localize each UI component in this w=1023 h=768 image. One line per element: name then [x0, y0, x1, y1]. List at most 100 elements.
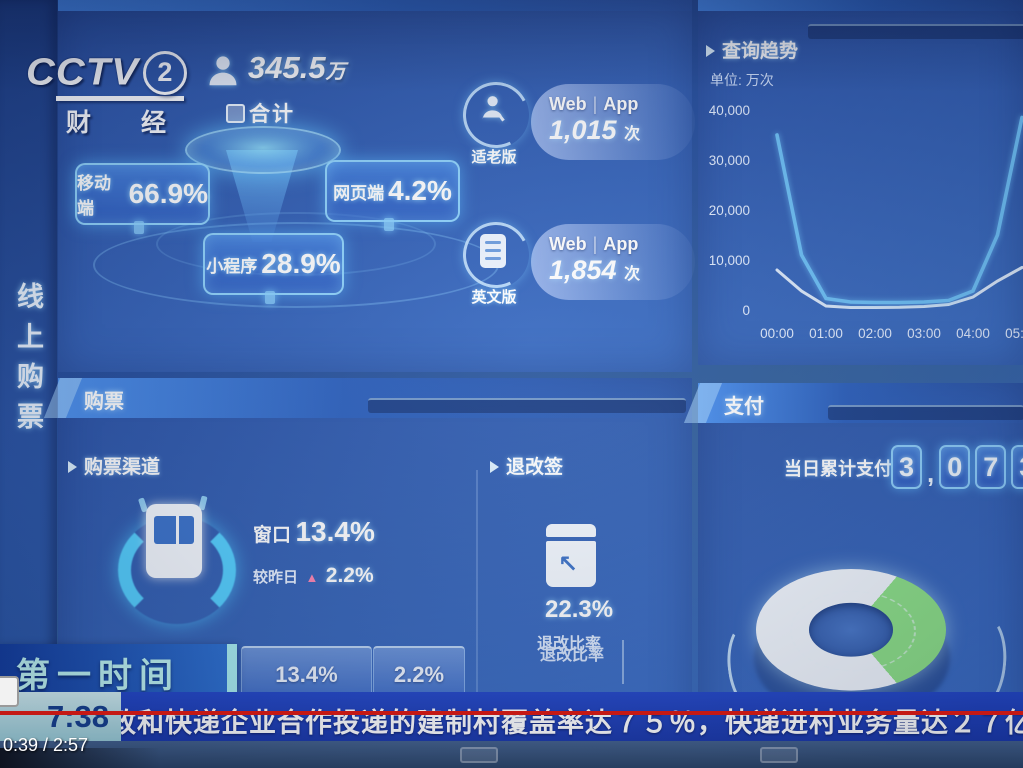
program-title-banner: 第一时间: [0, 644, 237, 695]
bottom-divider: [622, 640, 624, 684]
panel-base-header-strip: [58, 0, 692, 11]
panel-ticket-header: 购票: [43, 378, 692, 418]
total-label: 合计: [249, 103, 295, 126]
xtick-0000: 00:00: [760, 326, 794, 341]
channel-number-badge: 2: [142, 50, 187, 95]
connector-stem: [384, 218, 394, 231]
logo-tagline: 财 经: [66, 103, 166, 139]
header-groove: [368, 398, 686, 413]
window-share-row: 窗口 13.4%: [253, 516, 375, 548]
web-label: Web: [549, 234, 587, 254]
logo-underline: [56, 96, 184, 101]
platform-ellipse: [185, 126, 341, 174]
ticket-channels-title-text: 购票渠道: [84, 457, 161, 478]
total-label-row: 合计: [226, 98, 295, 128]
connector-stem: [265, 291, 275, 304]
separator: |: [592, 234, 598, 254]
payment-comma: ,: [927, 458, 935, 488]
player-control-bar[interactable]: [0, 741, 1023, 768]
ytick-0: 0: [742, 303, 750, 318]
ytick-40000: 40,000: [709, 103, 750, 118]
player-time-display: 0:39 / 2:57: [3, 735, 89, 755]
clock-box: 7:38: [0, 692, 121, 741]
tagline-char: 经: [140, 109, 166, 137]
version-platforms: Web | App: [549, 234, 695, 255]
trend-line-secondary: [775, 266, 1023, 309]
payment-digit: 0: [939, 445, 971, 489]
channel-web-label: 网页端: [333, 183, 385, 203]
trend-line-primary: [775, 115, 1023, 305]
xtick-0500: 05:00: [1005, 326, 1023, 341]
bottom-card-value: 2.2%: [393, 662, 445, 687]
channel-logo: CCTV 2 财 经: [26, 50, 201, 139]
total-badge-icon: [226, 104, 245, 123]
sidebar-vertical-label: 线上购票: [13, 282, 43, 442]
section-divider: [476, 470, 478, 722]
news-ticker: 政和快递企业合作投递的建制村覆盖率达７５％，快递进村业务量达２７亿件，３年: [121, 692, 1023, 741]
total-value-unit: 万: [325, 61, 346, 83]
vs-yesterday-row: 较昨日 ▲ 2.2%: [253, 564, 374, 588]
connector-stem: [134, 221, 144, 234]
web-label: Web: [549, 94, 587, 114]
video-progress-line[interactable]: [0, 711, 1023, 715]
donut-inner-dashed-ring: [790, 590, 916, 672]
app-label: App: [603, 234, 639, 254]
version-count: 1,854: [549, 255, 617, 285]
xtick-0300: 03:00: [907, 326, 941, 341]
payment-digit: 3: [891, 445, 922, 489]
elderly-user-icon: [482, 96, 505, 122]
channel-miniprogram-label: 小程序: [206, 256, 258, 276]
version-pill: Web | App 1,854 次: [531, 224, 695, 300]
total-value-number: 345.5: [248, 50, 326, 85]
window-value: 13.4%: [295, 516, 375, 547]
ticker-text: 政和快递企业合作投递的建制村覆盖率达７５％，快递进村业务量达２７亿件，３年: [121, 708, 1023, 738]
version-english-label: 英文版: [471, 289, 517, 306]
xtick-0200: 02:00: [858, 326, 892, 341]
ytick-10000: 10,000: [709, 253, 750, 268]
refund-title-text: 退改签: [506, 457, 564, 478]
cumulative-payment-label: 当日累计支付: [784, 459, 892, 479]
trend-line-chart: 40,000 30,000 20,000 10,000 0 00:00 01:0…: [709, 103, 1023, 341]
tagline-char: 财: [66, 109, 92, 137]
version-pill: Web | App 1,015 次: [531, 84, 695, 160]
panel-payment-header: 支付: [683, 383, 1023, 423]
payment-digit: 7: [975, 445, 1007, 489]
channel-box-miniprogram: 小程序 28.9%: [203, 233, 344, 295]
banner-accent-bar: [227, 644, 237, 692]
refund-section-label: 退改签: [490, 452, 563, 479]
channel-miniprogram-value: 28.9%: [261, 248, 341, 279]
xtick-0100: 01:00: [809, 326, 843, 341]
bottom-refund-label: 退改比率: [540, 647, 605, 664]
player-button[interactable]: [460, 747, 498, 763]
channel-box-web: 网页端 4.2%: [325, 160, 460, 222]
version-platforms: Web | App: [549, 94, 695, 115]
channel-web-value: 4.2%: [388, 175, 452, 206]
program-title-text: 第一时间: [16, 657, 180, 695]
version-card-elderly: Web | App 1,015 次 适老版: [454, 73, 695, 170]
user-icon: [209, 56, 237, 86]
header-groove: [828, 405, 1023, 420]
payment-panel-title: 支付: [724, 396, 764, 418]
player-button[interactable]: [760, 747, 798, 763]
english-version-icon: [480, 234, 506, 268]
payment-donut-chart: [756, 569, 946, 691]
channel-box-mobile: 移动端 66.9%: [75, 163, 210, 225]
yesterday-label: 较昨日: [253, 569, 299, 586]
up-arrow-icon: ▲: [305, 570, 319, 585]
trend-title-text: 查询趋势: [722, 41, 799, 62]
ticket-channels-section-label: 购票渠道: [68, 452, 160, 479]
version-count: 1,015: [549, 115, 617, 145]
clock-time: 7:38: [46, 698, 109, 734]
refund-value: 22.3%: [545, 596, 614, 623]
player-shade: [0, 748, 160, 768]
triangle-bullet-icon: [706, 45, 715, 57]
payment-digit: 3: [1011, 445, 1023, 489]
panel-trend-header-strip: [698, 0, 1023, 11]
header-groove: [808, 24, 1023, 39]
total-users-value: 345.5万: [248, 50, 346, 86]
window-label: 窗口: [253, 525, 292, 546]
overlay-chip: [0, 676, 19, 707]
triangle-bullet-icon: [490, 461, 499, 473]
version-unit: 次: [624, 126, 641, 143]
